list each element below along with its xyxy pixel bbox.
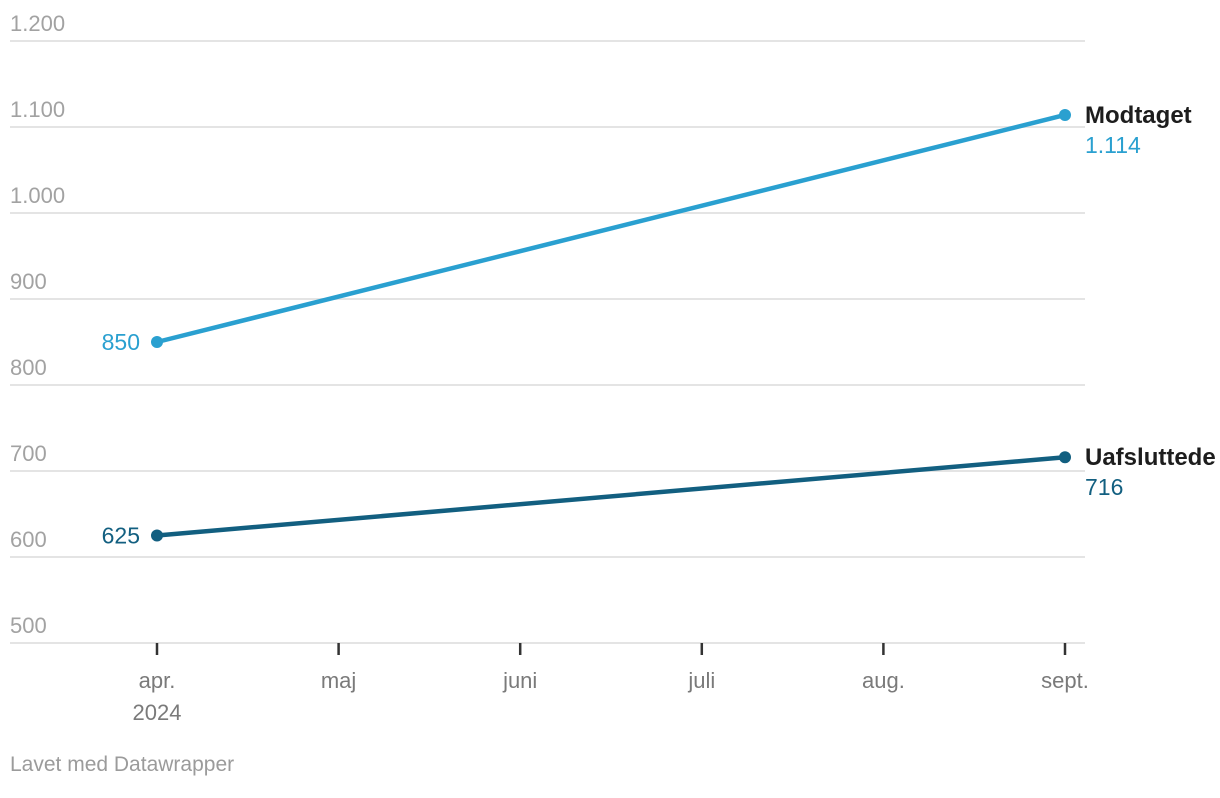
series-start-value-uafsluttede: 625	[102, 523, 140, 549]
x-axis-tick-label: juni	[502, 668, 537, 693]
series-dot-modtaget	[1059, 108, 1071, 121]
x-axis-tick-sublabel: 2024	[133, 700, 182, 725]
y-axis-tick-label: 700	[10, 441, 47, 466]
x-axis-tick-label: juli	[687, 668, 715, 693]
y-axis-tick-label: 1.000	[10, 183, 65, 208]
y-axis-tick-label: 600	[10, 527, 47, 552]
x-axis-tick-label: sept.	[1041, 668, 1089, 693]
y-axis-tick-label: 900	[10, 269, 47, 294]
series-end-value-uafsluttede: 716	[1085, 474, 1123, 500]
datawrapper-credit-link[interactable]: Lavet med Datawrapper	[10, 753, 235, 776]
line-chart: 500 600 700 800 900 1.000 1.100 1.200 apr. 2024 ma…	[10, 11, 1216, 725]
series-end-value-modtaget: 1.114	[1085, 132, 1141, 158]
x-axis-tick-label: maj	[321, 668, 356, 693]
series-line-modtaget	[154, 112, 1068, 345]
y-axis-tick-label: 1.100	[10, 97, 65, 122]
series-name-label-modtaget: Modtaget	[1085, 102, 1192, 129]
y-axis-tick-label: 500	[10, 613, 47, 638]
series-name-label-uafsluttede: Uafsluttede	[1085, 444, 1216, 471]
series-start-value-modtaget: 850	[102, 329, 140, 355]
y-axis-tick-label: 800	[10, 355, 47, 380]
x-axis-tick-label: aug.	[862, 668, 905, 693]
series-dot-modtaget	[151, 336, 163, 348]
series-dot-uafsluttede	[151, 529, 163, 542]
series-line-uafsluttede	[154, 454, 1068, 538]
y-axis-tick-label: 1.200	[10, 11, 65, 36]
series-dot-uafsluttede	[1059, 451, 1071, 464]
x-axis-tick-label: apr.	[139, 668, 176, 693]
